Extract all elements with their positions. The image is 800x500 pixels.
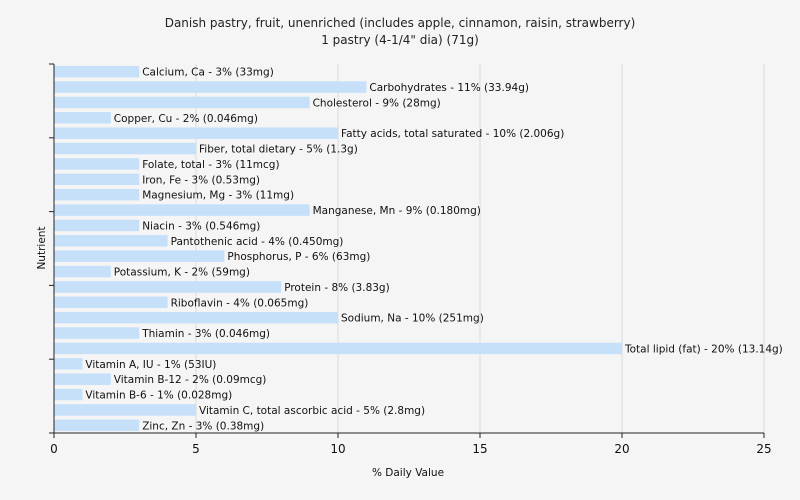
bar bbox=[54, 96, 310, 109]
bar-label: Vitamin C, total ascorbic acid - 5% (2.8… bbox=[199, 405, 425, 417]
x-tick-label: 15 bbox=[472, 442, 487, 456]
x-tick-label: 20 bbox=[614, 442, 629, 456]
bar-label: Total lipid (fat) - 20% (13.14g) bbox=[624, 343, 783, 355]
bar-label: Zinc, Zn - 3% (0.38mg) bbox=[142, 420, 264, 432]
bar bbox=[54, 65, 140, 78]
bar-label: Vitamin B-6 - 1% (0.028mg) bbox=[85, 390, 232, 402]
x-axis-label: % Daily Value bbox=[372, 467, 444, 479]
bar bbox=[54, 204, 310, 216]
bar bbox=[54, 327, 140, 339]
bar bbox=[54, 358, 83, 370]
bar-label: Vitamin B-12 - 2% (0.09mcg) bbox=[114, 374, 267, 386]
chart-subtitle: 1 pastry (4-1/4" dia) (71g) bbox=[321, 33, 479, 47]
bar-label: Vitamin A, IU - 1% (53IU) bbox=[85, 359, 216, 371]
bar bbox=[54, 373, 111, 385]
bar bbox=[54, 235, 168, 247]
bar-label: Fiber, total dietary - 5% (1.3g) bbox=[199, 144, 358, 156]
bar bbox=[54, 158, 140, 170]
bar bbox=[54, 81, 367, 93]
bar-label: Thiamin - 3% (0.046mg) bbox=[141, 328, 270, 340]
bars bbox=[54, 65, 622, 432]
bar-labels: Calcium, Ca - 3% (33mg) Carbohydrates - 1… bbox=[85, 67, 782, 433]
bar bbox=[54, 296, 168, 309]
gridlines bbox=[195, 64, 765, 433]
bar bbox=[54, 173, 140, 186]
bar bbox=[54, 250, 225, 262]
bar-label: Calcium, Ca - 3% (33mg) bbox=[142, 67, 274, 79]
bar bbox=[54, 219, 140, 232]
x-tick-label: 5 bbox=[192, 442, 200, 456]
bar-label: Folate, total - 3% (11mcg) bbox=[142, 159, 279, 171]
bar-label: Cholesterol - 9% (28mg) bbox=[313, 97, 441, 109]
bar bbox=[54, 388, 83, 401]
bar-label: Fatty acids, total saturated - 10% (2.00… bbox=[341, 128, 564, 140]
bar bbox=[54, 265, 111, 278]
bar bbox=[54, 404, 196, 416]
bar-label: Potassium, K - 2% (59mg) bbox=[114, 267, 250, 279]
bar bbox=[54, 127, 338, 139]
bar-label: Carbohydrates - 11% (33.94g) bbox=[369, 82, 529, 94]
bar-label: Iron, Fe - 3% (0.53mg) bbox=[142, 174, 260, 186]
bar-label: Riboflavin - 4% (0.065mg) bbox=[171, 297, 309, 309]
y-axis-label: Nutrient bbox=[36, 226, 48, 269]
bar-label: Copper, Cu - 2% (0.046mg) bbox=[114, 113, 258, 125]
x-tick-label: 10 bbox=[330, 442, 345, 456]
bar bbox=[54, 188, 140, 201]
bar-label: Magnesium, Mg - 3% (11mg) bbox=[142, 190, 294, 202]
bar-label: Pantothenic acid - 4% (0.450mg) bbox=[171, 236, 344, 248]
chart-title: Danish pastry, fruit, unenriched (includ… bbox=[165, 16, 636, 30]
bar bbox=[54, 281, 282, 293]
bar bbox=[54, 419, 140, 432]
bar-label: Sodium, Na - 10% (251mg) bbox=[341, 313, 484, 325]
bar bbox=[54, 142, 196, 155]
bar-label: Niacin - 3% (0.546mg) bbox=[142, 220, 260, 232]
x-tick-label: 0 bbox=[50, 442, 58, 456]
bar bbox=[54, 342, 622, 355]
bar bbox=[54, 311, 338, 324]
bar-label: Manganese, Mn - 9% (0.180mg) bbox=[313, 205, 481, 217]
x-tick-label: 25 bbox=[756, 442, 771, 456]
bar-label: Phosphorus, P - 6% (63mg) bbox=[227, 251, 370, 263]
bar-label: Protein - 8% (3.83g) bbox=[284, 282, 390, 294]
bar bbox=[54, 112, 111, 124]
axes: 0 5 10 15 20 25 bbox=[49, 63, 772, 456]
